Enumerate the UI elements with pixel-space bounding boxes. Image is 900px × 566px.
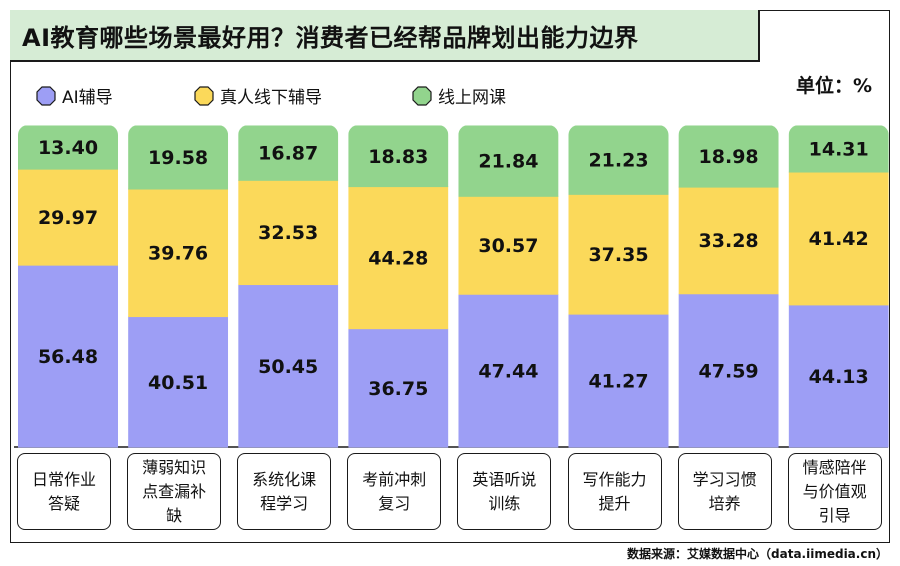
- bar-segment-offline: [568, 193, 669, 315]
- bar-segment-offline: [348, 186, 449, 330]
- bar-stack: 56.48 29.97 13.40: [18, 125, 118, 448]
- bar-stack: 41.27 37.35 21.23: [568, 125, 669, 448]
- bar-segment-online: [238, 125, 339, 181]
- legend-swatch-offline: [194, 85, 214, 106]
- bar-segment-online: [128, 125, 229, 190]
- data-label-ai: 36.75: [368, 378, 428, 400]
- data-label-offline: 30.57: [478, 235, 538, 257]
- data-label-ai: 47.44: [478, 361, 538, 383]
- bar-segment-offline: [128, 188, 229, 318]
- data-label-offline: 32.53: [258, 222, 318, 244]
- data-label-online: 19.58: [148, 147, 208, 169]
- category-label: 写作能力提升: [567, 453, 662, 530]
- bar-segment-ai: [238, 284, 339, 448]
- data-label-online: 13.40: [38, 137, 98, 159]
- legend: AI辅导 真人线下辅导 线上网课: [36, 83, 506, 108]
- data-label-online: 16.87: [258, 143, 318, 165]
- bar-segment-online: [568, 125, 669, 195]
- category-label: 日常作业答疑: [17, 453, 111, 530]
- bar-stack: 40.51 39.76 19.58: [128, 125, 229, 448]
- legend-label-ai: AI辅导: [62, 88, 113, 108]
- bar-segment-online: [678, 125, 779, 188]
- data-label-ai: 41.27: [588, 371, 648, 393]
- unit-label: 单位：%: [795, 75, 872, 97]
- bar-segment-online: [788, 125, 889, 173]
- category-label: 英语听说训练: [457, 453, 552, 530]
- bar-stack: 36.75 44.28 18.83: [348, 125, 449, 448]
- legend-item-offline: 真人线下辅导: [194, 83, 412, 108]
- data-label-ai: 50.45: [258, 356, 318, 378]
- legend-item-online: 线上网课: [412, 83, 506, 108]
- bar-segment-online: [458, 125, 559, 197]
- data-label-ai: 47.59: [699, 360, 759, 382]
- bar-segment-offline: [788, 171, 889, 306]
- data-label-online: 21.84: [478, 151, 538, 173]
- bar-stack: 47.44 30.57 21.84: [458, 125, 559, 448]
- bar-segment-online: [348, 125, 449, 188]
- chart-title: AI教育哪些场景最好用？消费者已经帮品牌划出能力边界: [10, 10, 760, 62]
- bar-segment-ai: [788, 304, 889, 448]
- bar-stack: 44.13 41.42 14.31: [788, 125, 889, 448]
- bar-segment-ai: [678, 293, 779, 448]
- bar-segment-offline: [458, 195, 559, 295]
- source-note: 数据来源：艾媒数据中心（data.iimedia.cn）: [627, 547, 888, 561]
- data-label-ai: 56.48: [38, 346, 98, 368]
- legend-label-offline: 真人线下辅导: [220, 88, 322, 108]
- data-label-online: 21.23: [588, 150, 648, 172]
- bar-segment-offline: [18, 168, 118, 266]
- bar-segment-ai: [348, 328, 449, 448]
- category-label: 情感陪伴与价值观引导: [787, 453, 882, 530]
- category-label: 考前冲刺复习: [347, 453, 442, 530]
- data-label-ai: 44.13: [809, 366, 869, 388]
- data-label-online: 18.83: [368, 146, 428, 168]
- bar-segment-ai: [568, 314, 669, 448]
- bar-stack: 47.59 33.28 18.98: [678, 125, 779, 448]
- category-label: 薄弱知识点查漏补缺: [127, 453, 222, 530]
- bar-stack: 50.45 32.53 16.87: [238, 125, 339, 448]
- data-label-offline: 41.42: [809, 228, 869, 250]
- bar-segment-online: [18, 125, 118, 170]
- bar-segment-ai: [458, 294, 559, 448]
- legend-item-ai: AI辅导: [36, 83, 194, 108]
- legend-swatch-ai: [36, 85, 56, 106]
- bar-segment-offline: [238, 179, 339, 286]
- data-label-offline: 37.35: [588, 244, 648, 266]
- bar-segment-ai: [18, 265, 118, 448]
- data-label-offline: 29.97: [38, 207, 98, 229]
- data-label-offline: 33.28: [699, 230, 759, 252]
- data-label-online: 18.98: [699, 146, 759, 168]
- data-label-ai: 40.51: [148, 372, 208, 394]
- category-label: 系统化课程学习: [237, 453, 332, 530]
- legend-label-online: 线上网课: [438, 88, 506, 108]
- data-label-offline: 44.28: [368, 247, 428, 269]
- category-label: 学习习惯培养: [677, 453, 772, 530]
- legend-swatch-online: [412, 85, 432, 106]
- data-label-online: 14.31: [809, 138, 869, 160]
- bar-segment-offline: [678, 186, 779, 295]
- data-label-offline: 39.76: [148, 243, 208, 265]
- bar-segment-ai: [128, 316, 229, 448]
